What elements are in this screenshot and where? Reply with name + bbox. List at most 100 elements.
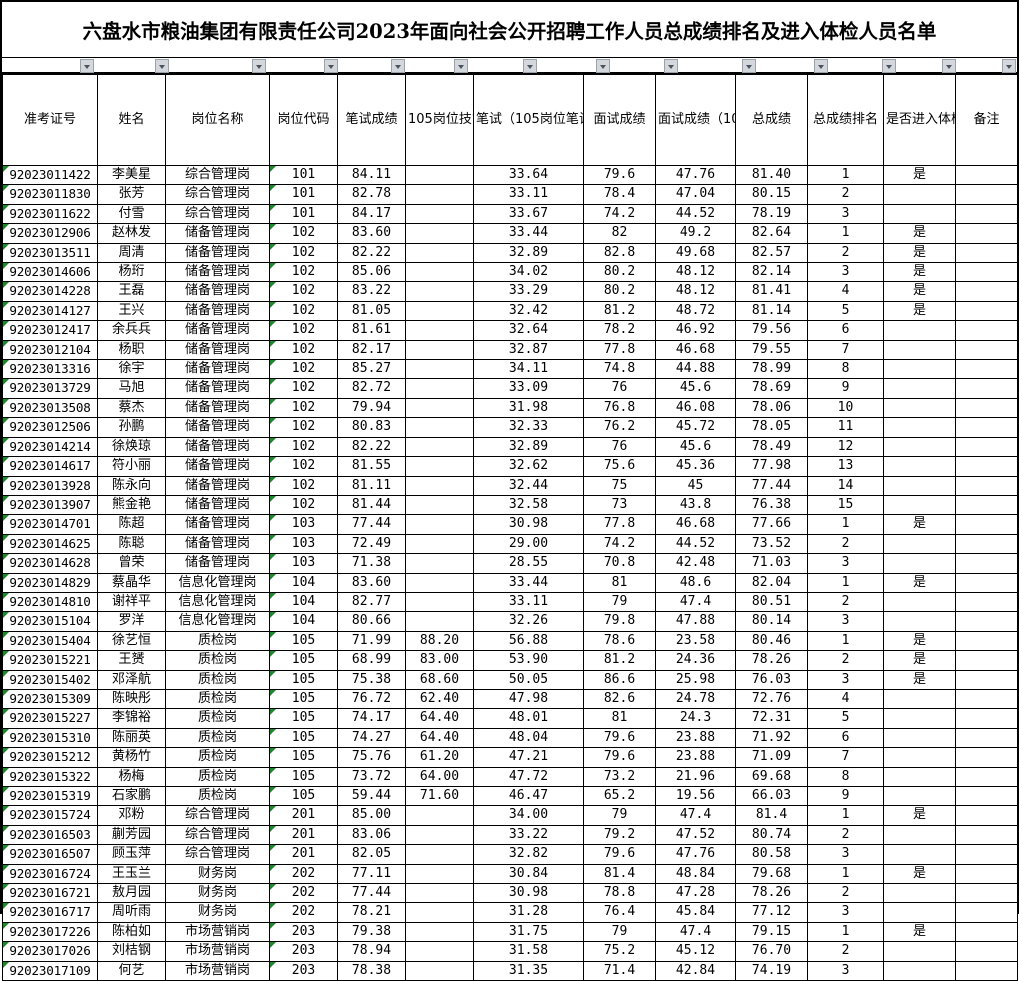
cell-interview_conv[interactable]: 48.84 [655,863,736,885]
cell-interview_conv[interactable]: 47.76 [655,844,736,865]
cell-written[interactable]: 80.83 [337,417,406,438]
cell-written[interactable]: 71.38 [337,553,406,574]
cell-post_name[interactable]: 储备管理岗 [165,397,270,419]
cell-rank[interactable]: 5 [807,300,884,322]
cell-written[interactable]: 82.22 [337,242,406,264]
cell-rank[interactable]: 9 [807,378,884,399]
cell-skill_105[interactable] [405,805,474,826]
table-row[interactable]: 92023013511 周清 储备管理岗 102 82.22 32.89 82.8 49.68… [2,242,1018,264]
cell-name[interactable]: 熊金艳 [97,494,166,516]
cell-exam_no[interactable]: 92023016507 [2,844,98,865]
cell-post_code[interactable]: 102 [269,262,338,283]
cell-interview[interactable]: 74.2 [583,203,656,225]
cell-total[interactable]: 72.76 [735,688,808,710]
filter-dropdown-icon[interactable] [664,59,678,73]
cell-written_conv[interactable]: 48.04 [473,727,584,749]
cell-written_conv[interactable]: 34.00 [473,805,584,826]
cell-interview[interactable]: 74.2 [583,533,656,555]
cell-rank[interactable]: 4 [807,281,884,302]
cell-interview_conv[interactable]: 46.08 [655,397,736,419]
cell-post_name[interactable]: 储备管理岗 [165,339,270,361]
cell-exam_no[interactable]: 92023015104 [2,611,98,632]
cell-remark[interactable] [955,883,1018,904]
cell-interview[interactable]: 70.8 [583,553,656,574]
cell-exam_no[interactable]: 92023015227 [2,708,98,729]
cell-written[interactable]: 75.76 [337,747,406,768]
cell-post_name[interactable]: 质检岗 [165,785,270,807]
cell-interview_conv[interactable]: 23.88 [655,747,736,768]
cell-written_conv[interactable]: 33.22 [473,824,584,846]
cell-skill_105[interactable] [405,242,474,264]
cell-post_code[interactable]: 104 [269,591,338,613]
cell-remark[interactable] [955,553,1018,574]
table-row[interactable]: 92023017026 刘桔钢 市场营销岗 203 78.94 31.58 75.2 45.1… [2,941,1018,962]
cell-interview[interactable]: 81 [583,572,656,593]
cell-skill_105[interactable] [405,223,474,244]
cell-written[interactable]: 82.17 [337,339,406,361]
cell-post_code[interactable]: 102 [269,378,338,399]
cell-name[interactable]: 李锦裕 [97,708,166,729]
cell-exam_no[interactable]: 92023011830 [2,184,98,205]
column-header-medical[interactable]: 是否进入体检 [883,74,956,166]
cell-post_name[interactable]: 储备管理岗 [165,242,270,264]
cell-exam_no[interactable]: 92023017109 [2,960,98,981]
cell-skill_105[interactable] [405,902,474,923]
cell-written[interactable]: 79.94 [337,397,406,419]
cell-rank[interactable]: 3 [807,669,884,690]
cell-total[interactable]: 76.38 [735,494,808,516]
table-row[interactable]: 92023016507 顾玉萍 综合管理岗 201 82.05 32.82 79.6 47.7… [2,844,1018,865]
cell-total[interactable]: 76.03 [735,669,808,690]
cell-written[interactable]: 82.05 [337,844,406,865]
cell-name[interactable]: 杨梅 [97,766,166,788]
cell-exam_no[interactable]: 92023015404 [2,630,98,652]
cell-skill_105[interactable] [405,844,474,865]
cell-remark[interactable] [955,417,1018,438]
cell-name[interactable]: 杨珩 [97,262,166,283]
cell-remark[interactable] [955,242,1018,264]
cell-skill_105[interactable]: 64.40 [405,708,474,729]
cell-total[interactable]: 77.12 [735,902,808,923]
cell-written_conv[interactable]: 33.44 [473,572,584,593]
cell-post_name[interactable]: 财务岗 [165,863,270,885]
cell-exam_no[interactable]: 92023013907 [2,494,98,516]
column-header-total[interactable]: 总成绩 [735,74,808,166]
cell-rank[interactable]: 2 [807,184,884,205]
cell-skill_105[interactable] [405,456,474,477]
cell-name[interactable]: 谢祥平 [97,591,166,613]
cell-skill_105[interactable] [405,960,474,981]
cell-interview_conv[interactable]: 23.88 [655,727,736,749]
cell-skill_105[interactable] [405,339,474,361]
cell-written[interactable]: 79.38 [337,921,406,943]
cell-rank[interactable]: 2 [807,591,884,613]
cell-written_conv[interactable]: 32.62 [473,456,584,477]
cell-interview[interactable]: 86.6 [583,669,656,690]
cell-post_code[interactable]: 102 [269,436,338,458]
table-row[interactable]: 92023013928 陈永向 储备管理岗 102 81.11 32.44 75 45 77.4… [2,475,1018,496]
cell-remark[interactable] [955,320,1018,341]
cell-remark[interactable] [955,960,1018,981]
cell-interview[interactable]: 81.2 [583,300,656,322]
cell-written[interactable]: 72.49 [337,533,406,555]
table-row[interactable]: 92023015212 黄杨竹 质检岗 105 75.76 61.20 47.21 79.6 2… [2,747,1018,768]
cell-skill_105[interactable] [405,514,474,535]
cell-medical[interactable]: 是 [883,300,956,322]
cell-remark[interactable] [955,785,1018,807]
cell-exam_no[interactable]: 92023016724 [2,863,98,885]
cell-skill_105[interactable]: 62.40 [405,688,474,710]
cell-medical[interactable]: 是 [883,514,956,535]
cell-remark[interactable] [955,378,1018,399]
cell-name[interactable]: 陈丽英 [97,727,166,749]
cell-total[interactable]: 66.03 [735,785,808,807]
cell-total[interactable]: 78.06 [735,397,808,419]
cell-exam_no[interactable]: 92023012417 [2,320,98,341]
cell-interview[interactable]: 82.6 [583,688,656,710]
cell-post_code[interactable]: 101 [269,184,338,205]
cell-medical[interactable] [883,824,956,846]
cell-post_code[interactable]: 103 [269,553,338,574]
cell-name[interactable]: 刘桔钢 [97,941,166,962]
cell-interview_conv[interactable]: 45.84 [655,902,736,923]
cell-written[interactable]: 83.60 [337,223,406,244]
cell-name[interactable]: 李美星 [97,164,166,186]
cell-interview[interactable]: 78.2 [583,320,656,341]
cell-written[interactable]: 74.17 [337,708,406,729]
